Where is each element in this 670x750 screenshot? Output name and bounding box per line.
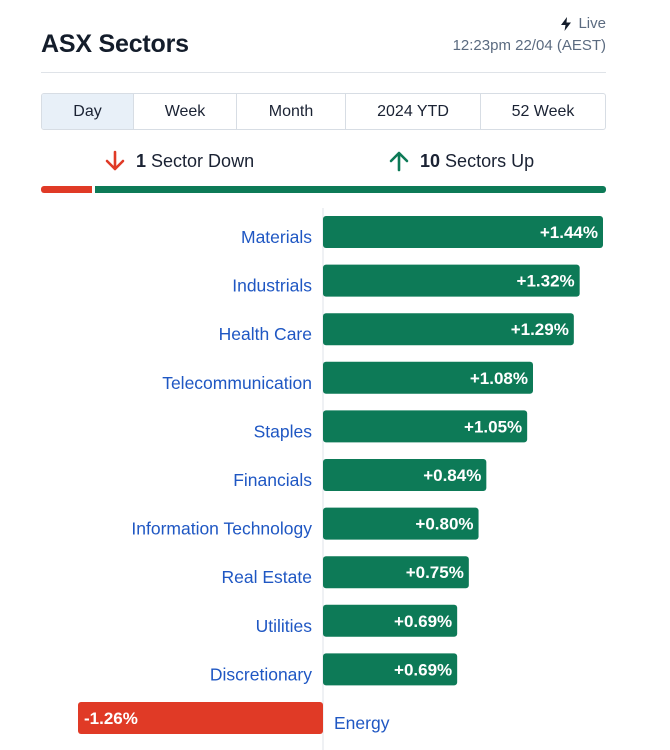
value-label: +1.08% [470,369,528,388]
page-title: ASX Sectors [41,30,189,58]
category-link-utilities[interactable]: Utilities [256,616,313,636]
value-label: +0.69% [394,660,452,679]
timestamp: 12:23pm 22/04 (AEST) [452,37,606,54]
value-label: +0.80% [415,515,473,534]
category-link-industrials[interactable]: Industrials [232,276,312,296]
value-label: +1.05% [464,417,522,436]
category-link-telecommunication[interactable]: Telecommunication [162,373,312,393]
bar-real-estate [323,556,469,589]
up-ratio-segment [95,186,606,193]
value-label: -1.26% [84,709,138,728]
live-label: Live [578,15,606,32]
up-count: 10 [420,150,441,171]
sector-bar-chart: +1.44% Materials +1.32% Industrials +1.29% He… [78,208,603,750]
value-label: +1.44% [540,223,598,242]
value-label: +0.84% [423,466,481,485]
tab-week[interactable]: Week [134,94,237,129]
sectors-up-summary: 10 Sectors Up [388,150,534,172]
header: ASX Sectors Live 12:23pm 22/04 (AEST) [41,0,606,73]
arrow-down-icon [105,150,125,171]
category-link-information-technology[interactable]: Information Technology [131,519,312,539]
value-label: +0.75% [406,563,464,582]
period-tabs: Day Week Month 2024 YTD 52 Week [41,93,606,130]
bar-staples [323,410,528,443]
tab-2024-ytd[interactable]: 2024 YTD [346,94,481,129]
category-link-materials[interactable]: Materials [241,227,312,247]
bar-telecommunication [323,361,533,394]
tab-month[interactable]: Month [237,94,346,129]
category-link-financials[interactable]: Financials [233,470,312,490]
arrow-up-icon [389,151,409,172]
value-label: +0.69% [394,612,452,631]
category-link-real-estate[interactable]: Real Estate [222,567,312,587]
category-link-energy[interactable]: Energy [334,713,390,733]
value-label: +1.29% [511,320,569,339]
tab-52-week[interactable]: 52 Week [511,102,575,120]
category-link-health-care[interactable]: Health Care [219,324,312,344]
live-indicator: Live [560,15,606,32]
bar-utilities [323,604,458,637]
tab-day[interactable]: Day [42,94,134,129]
up-label: Sectors Up [445,150,535,171]
category-link-staples[interactable]: Staples [254,421,313,441]
bar-health-care [323,313,574,346]
bar-industrials [323,264,580,297]
bar-discretionary [323,653,458,686]
bar-energy [78,702,323,734]
lightning-icon [561,16,572,31]
down-label: Sector Down [151,150,255,171]
bar-financials [323,459,487,491]
value-label: +1.32% [517,272,575,291]
bar-materials [323,216,603,248]
bar-information-technology [323,507,479,540]
down-ratio-segment [41,186,92,193]
down-count: 1 [136,150,147,171]
category-link-discretionary[interactable]: Discretionary [210,664,312,684]
up-down-ratio-bar [41,186,606,193]
sectors-down-summary: 1 Sector Down [104,150,254,172]
